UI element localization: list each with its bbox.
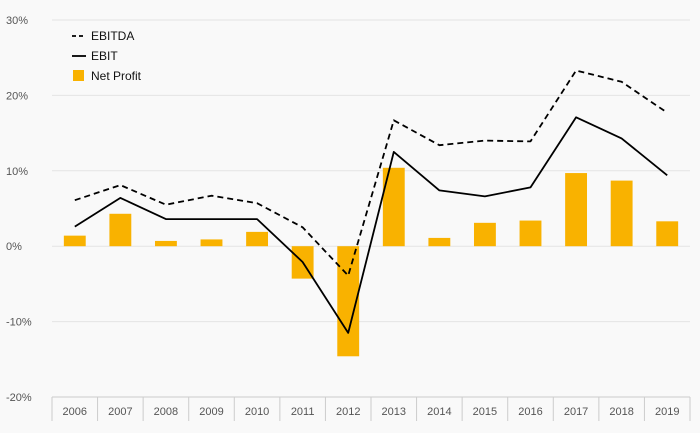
y-tick-label: 30% [6, 15, 28, 27]
x-tick-label: 2010 [245, 406, 269, 418]
net-profit-bar [610, 180, 633, 247]
net-profit-bar [154, 240, 177, 247]
y-tick-label: 20% [6, 90, 28, 102]
ebit-line [74, 116, 668, 334]
legend-label-ebitda: EBITDA [91, 29, 134, 43]
x-tick-label: 2006 [63, 406, 87, 418]
ebitda-line [74, 69, 668, 277]
net-profit-bar [246, 231, 269, 247]
bar-layer [63, 167, 679, 357]
x-tick-label: 2011 [291, 406, 315, 418]
net-profit-bar [565, 173, 588, 247]
x-tick-label: 2013 [382, 406, 406, 418]
x-tick-label: 2012 [336, 406, 360, 418]
net-profit-bar [382, 167, 405, 247]
net-profit-bar [63, 235, 86, 247]
net-profit-bar [519, 220, 542, 247]
legend-swatch-net-profit [73, 70, 84, 81]
x-tick-label: 2018 [609, 406, 633, 418]
y-tick-label: -20% [6, 392, 32, 404]
axis-layer: -20% -10% 0% 10% 20% 30% 2006 2007 2008 2009 2010 2… [6, 15, 691, 421]
y-tick-label: -10% [6, 317, 32, 329]
x-tick-label: 2017 [564, 406, 588, 418]
line-layer [74, 69, 668, 334]
net-profit-bar [473, 222, 496, 247]
net-profit-bar [656, 221, 679, 247]
x-tick-label: 2007 [108, 406, 132, 418]
legend: EBITDA EBIT Net Profit [72, 29, 142, 83]
net-profit-bar [337, 246, 360, 357]
y-tick-label: 0% [6, 241, 22, 253]
net-profit-bar [109, 213, 132, 247]
legend-label-ebit: EBIT [91, 49, 118, 63]
net-profit-bar [428, 237, 451, 247]
x-tick-label: 2008 [154, 406, 178, 418]
net-profit-bar [200, 239, 223, 247]
x-tick-label: 2019 [655, 406, 679, 418]
x-tick-label: 2016 [518, 406, 542, 418]
x-tick-label: 2015 [473, 406, 497, 418]
y-tick-label: 10% [6, 166, 28, 178]
x-tick-label: 2014 [427, 406, 451, 418]
legend-label-net-profit: Net Profit [91, 69, 142, 83]
grid-layer [52, 19, 690, 323]
x-tick-label: 2009 [199, 406, 223, 418]
